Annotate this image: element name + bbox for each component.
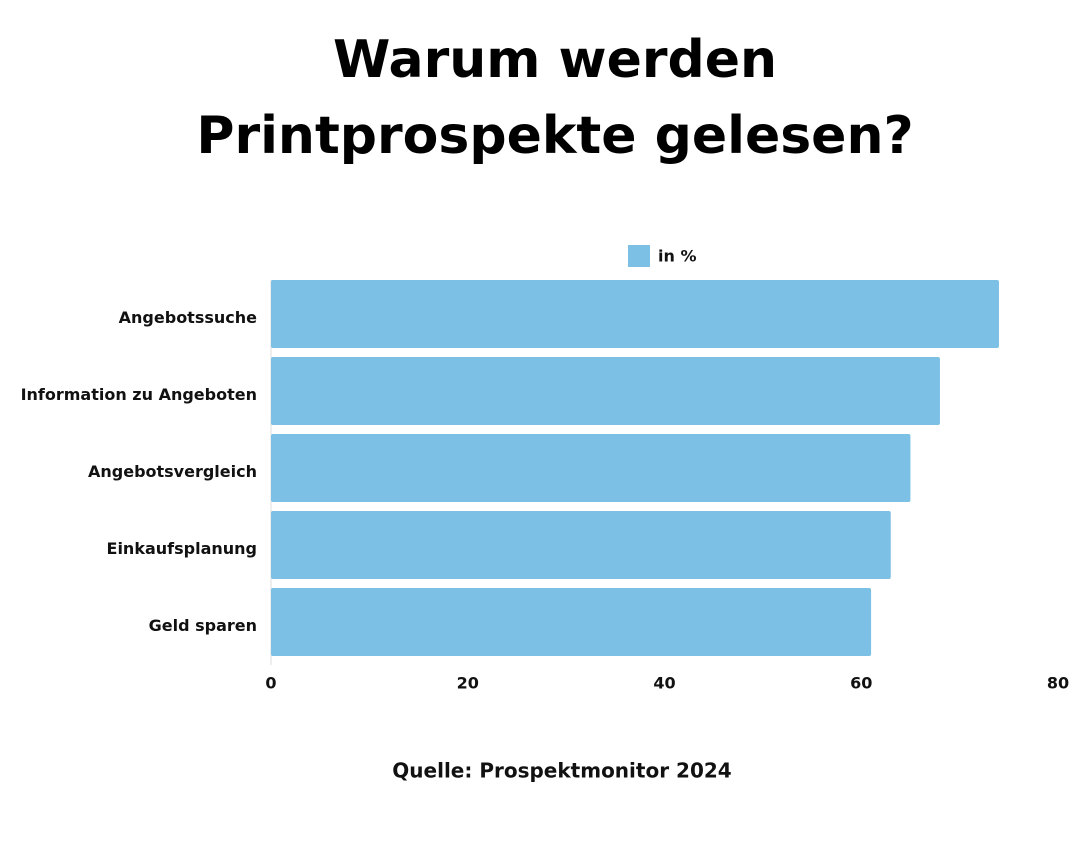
legend-swatch (628, 245, 650, 267)
x-tick-label: 20 (457, 674, 479, 693)
y-tick-label: Information zu Angeboten (21, 385, 257, 404)
x-tick-label: 80 (1047, 674, 1069, 693)
chart-title: Warum werden Printprospekte gelesen? (196, 30, 914, 166)
bar (271, 434, 911, 502)
source-note: Quelle: Prospektmonitor 2024 (392, 759, 731, 783)
bar (271, 588, 872, 656)
y-tick-label: Angebotsvergleich (88, 462, 257, 481)
bar (271, 357, 940, 425)
bar (271, 280, 999, 348)
y-tick-label: Einkaufsplanung (107, 539, 257, 558)
y-tick-label: Geld sparen (149, 616, 257, 635)
x-tick-label: 60 (850, 674, 872, 693)
legend-label: in % (658, 247, 696, 266)
bar (271, 511, 891, 579)
y-tick-label: Angebotssuche (119, 308, 257, 327)
x-tick-label: 40 (653, 674, 675, 693)
x-tick-label: 0 (265, 674, 276, 693)
